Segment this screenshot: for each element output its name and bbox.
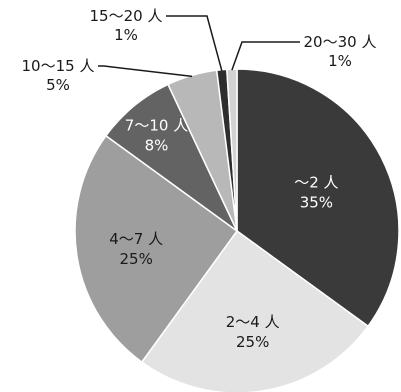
slice-percent-7: 1% <box>328 52 352 70</box>
slice-label-7: 20～30 人 <box>304 33 377 51</box>
slice-percent-3: 25% <box>120 250 153 268</box>
slice-label-3: 4～7 人 <box>109 230 163 248</box>
slice-percent-5: 5% <box>46 76 70 94</box>
leader-lines <box>98 15 300 78</box>
slice-label-2: 2～4 人 <box>226 313 280 331</box>
slice-label-5: 10～15 人 <box>22 57 95 75</box>
slice-percent-2: 25% <box>236 333 269 351</box>
pie-slice-3 <box>74 134 239 364</box>
slice-label-6: 15～20 人 <box>90 7 163 25</box>
slice-percent-4: 8% <box>145 137 169 155</box>
slice-labels: ～2 人 35% 2～4 人 25% 4～7 人 25% 7～10 人 8% 10～15 人5%… <box>22 7 377 351</box>
leader-line-6 <box>166 15 223 71</box>
slice-label-1: ～2 人 <box>294 174 338 192</box>
pie-slices <box>74 68 400 392</box>
slice-percent-1: 35% <box>300 194 333 212</box>
pie-slice-1 <box>236 68 400 328</box>
leader-line-7 <box>231 41 300 71</box>
slice-percent-6: 1% <box>114 26 138 44</box>
pie-slice-2 <box>140 229 370 392</box>
slice-label-4: 7～10 人 <box>125 117 188 135</box>
leader-line-5 <box>98 65 193 78</box>
